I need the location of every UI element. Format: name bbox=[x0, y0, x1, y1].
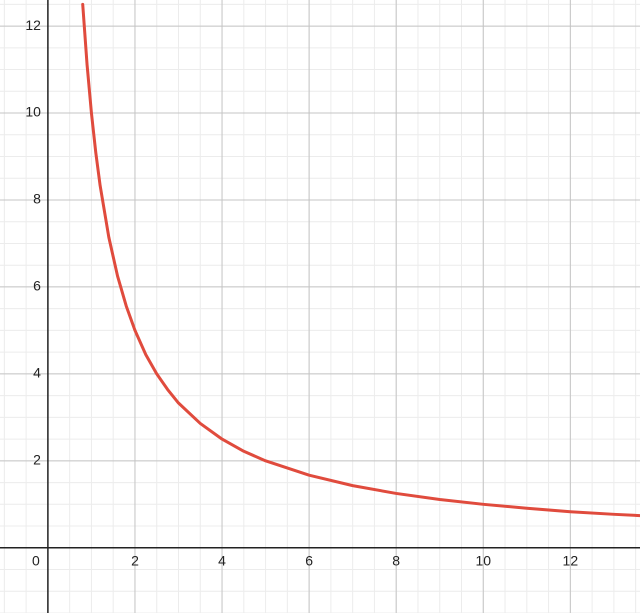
y-tick-label: 8 bbox=[33, 191, 41, 207]
x-tick-label: 6 bbox=[305, 552, 313, 568]
y-tick-label: 10 bbox=[25, 104, 41, 120]
x-tick-label: 12 bbox=[563, 552, 579, 568]
x-tick-label: 8 bbox=[392, 552, 400, 568]
y-tick-label: 2 bbox=[33, 452, 41, 468]
y-tick-label: 4 bbox=[33, 365, 41, 381]
y-tick-label: 12 bbox=[25, 17, 41, 33]
y-tick-label: 6 bbox=[33, 278, 41, 294]
x-tick-label: 4 bbox=[218, 552, 226, 568]
x-tick-label: 10 bbox=[475, 552, 491, 568]
x-tick-label: 0 bbox=[32, 552, 40, 568]
curve bbox=[81, 2, 640, 518]
x-tick-label: 2 bbox=[131, 552, 139, 568]
